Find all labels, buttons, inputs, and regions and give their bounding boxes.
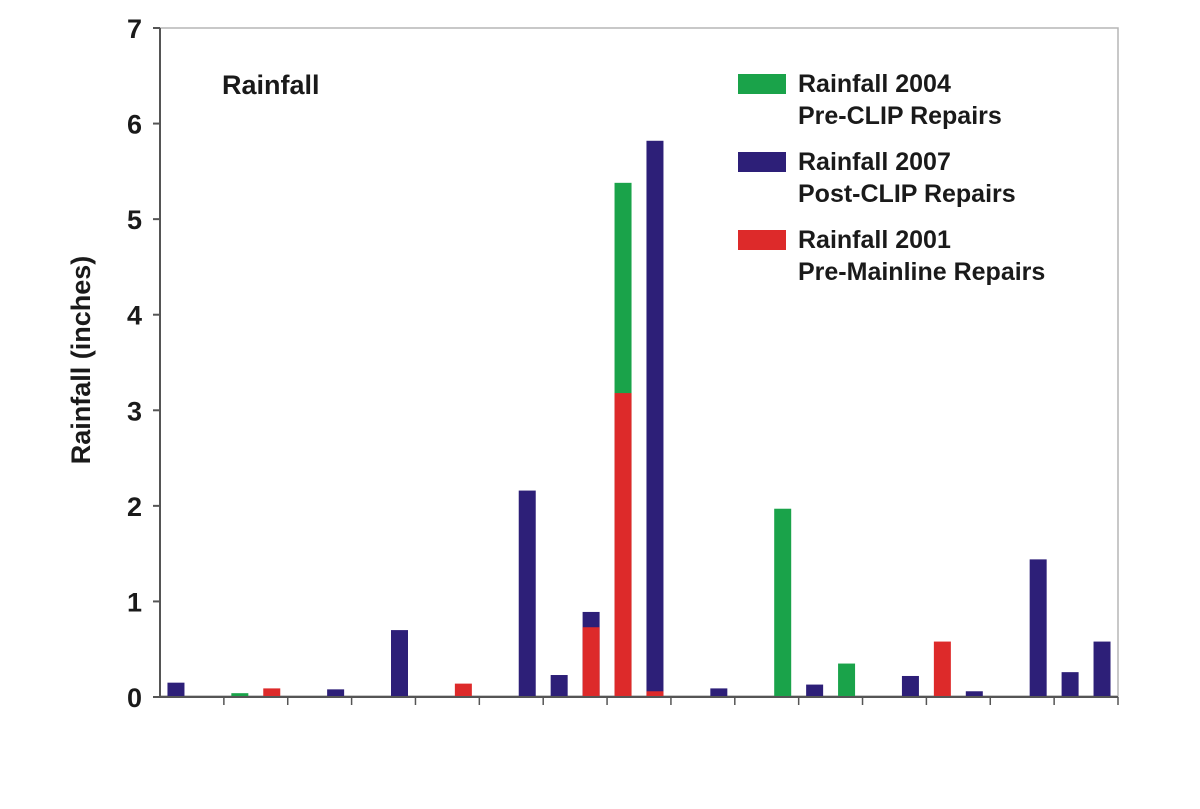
legend-swatch — [738, 152, 786, 172]
legend-sublabel: Pre-Mainline Repairs — [798, 258, 1045, 286]
bar-rainfall-2001 — [263, 688, 281, 697]
bar-rainfall-2001 — [454, 683, 472, 697]
legend-sublabel: Post-CLIP Repairs — [798, 180, 1016, 208]
bar-rainfall-2007 — [1029, 559, 1047, 697]
bar-rainfall-2001 — [614, 393, 632, 697]
y-axis-title: Rainfall (inches) — [66, 256, 96, 465]
bar-rainfall-2004 — [774, 508, 792, 697]
legend: Rainfall 2004 Pre-CLIP Repairs Rainfall 20… — [738, 70, 1045, 286]
y-tick-label: 1 — [127, 587, 142, 617]
y-tick-label: 2 — [127, 492, 142, 522]
bar-rainfall-2007 — [965, 691, 983, 697]
y-tick-label: 4 — [127, 301, 142, 331]
y-tick-label: 7 — [127, 14, 142, 44]
bar-rainfall-2001 — [646, 691, 664, 697]
bar-rainfall-2004 — [838, 663, 856, 697]
x-ticks-layer — [223, 697, 1119, 705]
bar-rainfall-2007 — [806, 684, 824, 697]
bar-rainfall-2007 — [518, 490, 536, 697]
legend-swatch — [738, 74, 786, 94]
bar-rainfall-2007 — [167, 682, 185, 697]
bar-rainfall-2007 — [646, 140, 664, 697]
bar-rainfall-2004 — [231, 693, 249, 697]
bar-rainfall-2007 — [550, 675, 568, 697]
y-tick-label: 0 — [127, 683, 142, 713]
bar-rainfall-2001 — [582, 627, 600, 697]
bar-rainfall-2001 — [933, 641, 951, 697]
bar-rainfall-2007 — [710, 688, 728, 697]
bars-layer — [167, 140, 1111, 698]
chart-title: Rainfall — [222, 70, 320, 100]
y-tick-label: 6 — [127, 110, 142, 140]
legend-swatch — [738, 230, 786, 250]
bar-rainfall-2007 — [1061, 672, 1079, 697]
bar-rainfall-2007 — [327, 689, 345, 697]
y-tick-label: 5 — [127, 205, 142, 235]
legend-label: Rainfall 2004 — [798, 70, 951, 98]
y-ticks-layer: 0 1 2 3 4 5 6 7 — [127, 14, 160, 713]
y-tick-label: 3 — [127, 396, 142, 426]
axes-layer — [159, 28, 1118, 698]
bar-rainfall-2007 — [391, 630, 408, 697]
bar-rainfall-2007 — [901, 675, 919, 697]
legend-label: Rainfall 2001 — [798, 226, 951, 254]
legend-sublabel: Pre-CLIP Repairs — [798, 102, 1002, 130]
bar-rainfall-2007 — [1093, 641, 1111, 697]
legend-label: Rainfall 2007 — [798, 148, 951, 176]
